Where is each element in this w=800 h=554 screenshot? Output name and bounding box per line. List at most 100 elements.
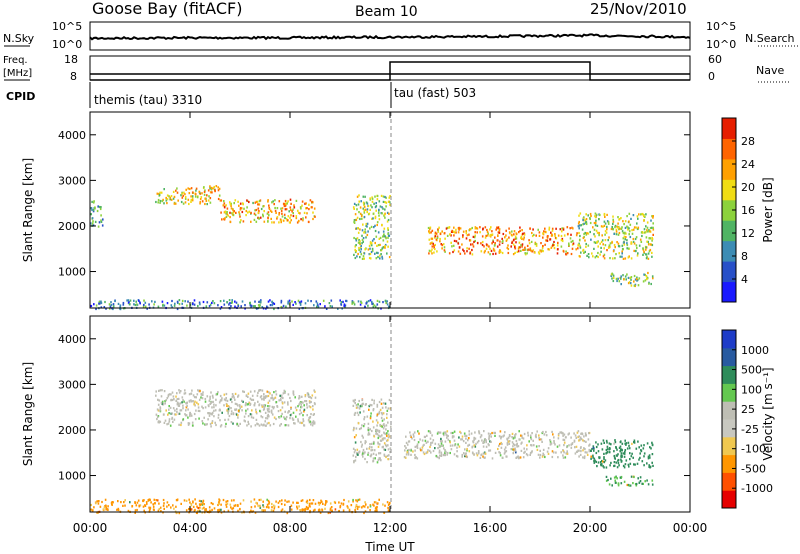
- power-cell: [623, 278, 625, 281]
- power-cell: [224, 210, 227, 213]
- power-cell: [366, 202, 369, 205]
- velocity-cell: [613, 464, 616, 467]
- power-cell: [528, 239, 530, 242]
- velocity-cell: [159, 406, 161, 409]
- power-cell: [596, 231, 599, 234]
- power-cell: [492, 239, 494, 242]
- velocity-cell: [362, 410, 365, 413]
- power-cell: [434, 231, 437, 234]
- power-cell: [222, 204, 225, 207]
- power-cell: [274, 209, 277, 212]
- power-cell: [632, 240, 635, 243]
- velocity-cell: [191, 424, 194, 427]
- power-cell: [522, 248, 524, 251]
- power-cell: [621, 244, 624, 247]
- power-cell: [288, 221, 291, 224]
- velocity-cell: [491, 457, 494, 460]
- power-cell: [253, 218, 256, 221]
- velocity-cell: [630, 455, 633, 458]
- colorbar-tick-label: 1000: [741, 344, 769, 357]
- velocity-cell: [652, 464, 654, 467]
- velocity-cell: [136, 508, 138, 512]
- power-cell: [611, 272, 613, 275]
- velocity-cell: [514, 447, 516, 450]
- power-cell: [652, 226, 654, 229]
- power-cell: [381, 223, 383, 226]
- velocity-cell: [169, 424, 172, 427]
- colorbar-segment: [722, 220, 736, 242]
- velocity-cell: [185, 499, 188, 502]
- velocity-cell: [178, 512, 181, 515]
- velocity-cell: [272, 504, 275, 507]
- velocity-cell: [233, 396, 235, 399]
- power-cell: [377, 211, 380, 214]
- velocity-cell: [201, 397, 204, 400]
- power-cell: [193, 303, 196, 306]
- velocity-cell: [149, 498, 151, 501]
- power-cell: [275, 211, 277, 214]
- power-cell: [597, 240, 599, 243]
- velocity-cell: [268, 506, 270, 509]
- velocity-cell: [535, 436, 537, 439]
- velocity-cell: [158, 399, 161, 402]
- power-cell: [507, 247, 510, 251]
- velocity-cell: [250, 509, 252, 512]
- velocity-cell: [482, 441, 485, 444]
- velocity-cell: [182, 398, 184, 402]
- power-cell: [235, 301, 238, 304]
- power-cell: [274, 199, 276, 202]
- power-cell: [614, 257, 616, 260]
- velocity-cell: [306, 501, 309, 505]
- power-cell: [542, 250, 544, 253]
- velocity-cell: [310, 423, 312, 426]
- power-cell: [464, 252, 466, 255]
- velocity-cell: [476, 441, 479, 444]
- power-cell: [160, 191, 163, 194]
- velocity-cell: [465, 452, 467, 455]
- power-cell: [230, 204, 232, 208]
- velocity-cell: [423, 452, 426, 456]
- velocity-cell: [549, 439, 551, 442]
- power-cell: [597, 245, 599, 248]
- power-cell: [524, 246, 526, 249]
- velocity-cell: [228, 414, 231, 418]
- velocity-cell: [192, 394, 195, 397]
- velocity-cell: [521, 441, 523, 444]
- velocity-cell: [287, 403, 289, 406]
- power-cell: [651, 275, 654, 278]
- power-cell: [544, 230, 547, 233]
- velocity-cell: [259, 409, 261, 412]
- velocity-cell: [203, 503, 205, 506]
- power-cell: [602, 255, 605, 258]
- power-cell: [268, 207, 271, 211]
- velocity-cell: [620, 482, 623, 485]
- velocity-cell: [168, 420, 171, 423]
- power-cell: [227, 214, 230, 217]
- power-cell: [242, 203, 244, 206]
- velocity-cell: [380, 439, 383, 442]
- velocity-cell: [429, 437, 432, 440]
- velocity-cell: [623, 455, 626, 458]
- velocity-cell: [294, 406, 297, 409]
- velocity-cell: [528, 440, 530, 443]
- power-cell: [609, 246, 611, 249]
- velocity-cell: [591, 447, 593, 451]
- power-cell: [330, 299, 333, 302]
- velocity-cell: [405, 435, 407, 438]
- velocity-cell: [477, 452, 480, 455]
- power-cell: [519, 246, 521, 249]
- power-cell: [270, 210, 273, 213]
- velocity-cell: [500, 446, 503, 449]
- power-cell: [142, 305, 145, 308]
- velocity-cell: [579, 436, 582, 439]
- velocity-cell: [166, 501, 169, 504]
- power-cell: [634, 237, 637, 241]
- power-cell: [383, 233, 385, 236]
- cpid-entry-1: themis (tau) 3310: [94, 93, 202, 107]
- velocity-cell: [250, 506, 253, 509]
- power-cell: [455, 240, 458, 243]
- velocity-cell: [93, 506, 95, 509]
- velocity-cell: [388, 454, 390, 457]
- velocity-cell: [291, 417, 294, 420]
- velocity-cell: [192, 501, 194, 504]
